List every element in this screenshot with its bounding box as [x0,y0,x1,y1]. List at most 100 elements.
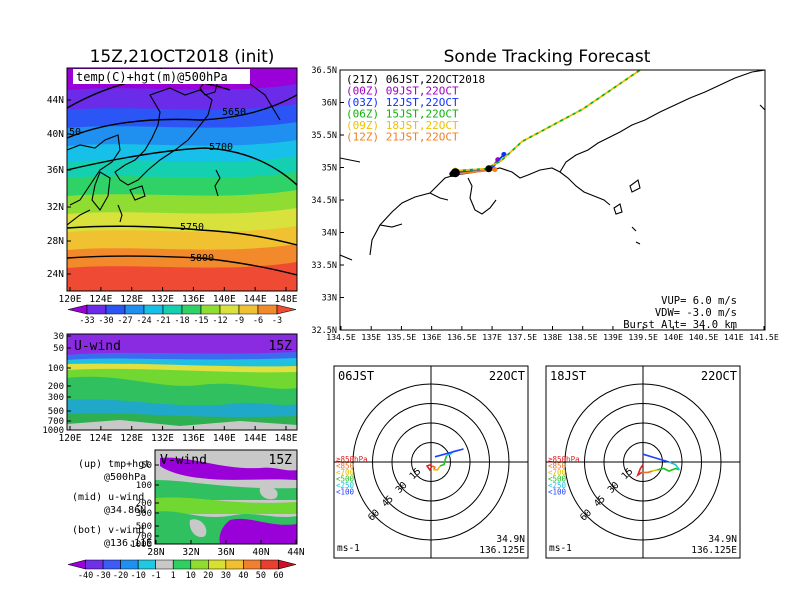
hodograph-18jst: 15304560≧850hPa<850<700<500<250<10018JST… [545,365,741,559]
y-tick-label: 50 [141,461,152,471]
x-tick-label: 128E [120,433,143,444]
y-tick-label: 44N [47,95,64,106]
panel3-label: V-wind [160,453,207,468]
contour-label-5800: 5800 [190,253,214,264]
panel1-y-ticks: 24N 28N 32N 36N 40N 44N [47,95,71,280]
y-tick-label: 36N [322,99,337,109]
colorbar-label: -18 [174,316,189,326]
pressure-legend-entry: <500 [548,475,567,484]
track-end-point [690,22,695,27]
colorbar-swatch [162,304,183,315]
y-tick-label: 300 [136,509,152,519]
colorbar-swatch [137,559,156,570]
hodograph-06jst: 15304560≧850hPa<850<700<500<250<10006JST… [333,365,529,559]
colorbar-label: 1 [171,571,176,581]
pressure-legend-entry: <500 [336,475,355,484]
panel3-time: 15Z [269,453,293,468]
y-tick-label: 700 [48,417,64,427]
y-tick-label: 1000 [42,426,64,436]
temp-band [67,208,297,236]
colorbar-swatch [243,559,262,570]
colorbar-wind: -40 -30 -20 -10 -1 1 10 20 30 40 50 60 [67,559,297,581]
x-tick-label: 144E [244,433,267,444]
hodograph-lat: 34.9N [708,534,737,545]
colorbar-swatch [200,304,221,315]
colorbar-swatch [257,304,278,315]
u-wind-field [67,334,297,430]
contour-label-5750: 5750 [180,222,204,233]
x-tick-label: 141.5E [749,332,779,342]
pressure-legend-entry: ≧850hPa [548,455,580,464]
pressure-legend-entry: <250 [336,481,355,490]
colorbar-label: -30 [95,571,110,581]
colorbar-label: -20 [113,571,128,581]
bottom-notes: (up) tmp+hgt @500hPa (mid) u-wind @34.86… [72,459,152,549]
y-tick-label: 34N [322,229,337,239]
panel4-y-ticks: 32.5N 33N 33.5N 34N 34.5N 35N 35.5N 36N 36.5N [311,66,344,336]
colorbar-swatch [276,304,297,315]
x-tick-label: 136E [182,433,205,444]
colorbar-swatch [105,304,126,315]
x-tick-label: 120E [59,294,82,305]
colorbar-label: -24 [136,316,151,326]
x-tick-label: 137.5E [507,332,537,342]
temp-band [67,140,297,166]
pressure-legend-entry: <850 [336,462,355,471]
landing-point [485,165,493,173]
legend-entry: (12Z) 21JST,22OCT [346,131,459,144]
colorbar-swatch [278,559,297,570]
x-tick-label: 28N [147,547,164,558]
temp-band [67,104,297,132]
colorbar-label: -15 [193,316,208,326]
temp-band [67,262,297,291]
colorbar-swatch [86,304,107,315]
sonde-params: VUP= 6.0 m/s VDW= -3.0 m/s Burst Alt= 34… [623,295,737,331]
y-tick-label: 40N [47,129,64,140]
colorbar-label: -33 [79,316,94,326]
colorbar-label: 50 [256,571,266,581]
temperature-field [67,68,297,291]
colorbar-label: -1 [151,571,161,581]
contour-labels: 5650 5700 5750 5800 50 [69,107,246,264]
colorbar-swatch [85,559,104,570]
colorbar-swatch [120,559,139,570]
legend-entry: (03Z) 12JST,22OCT [346,96,459,109]
v-top [155,450,297,459]
x-tick-label: 136E [182,294,205,305]
y-tick-label: 50 [53,344,64,354]
y-tick-label: 36N [47,165,64,176]
y-tick-label: 200 [48,382,64,392]
colorbar-label: 30 [221,571,231,581]
colorbar-swatch [102,559,121,570]
v-gray-patch [189,519,207,538]
panel2-time: 15Z [269,339,293,354]
colorbar-label: -27 [117,316,132,326]
x-tick-label: 135E [361,332,381,342]
y-tick-label: 1000 [130,540,152,550]
x-tick-label: 144E [244,294,267,305]
temp-band [67,84,297,114]
hodograph-unit: ms-1 [549,543,572,554]
pressure-legend-entry: <250 [548,481,567,490]
x-tick-label: 120E [59,433,82,444]
x-tick-label: 138E [543,332,563,342]
x-tick-label: 134.5E [326,332,356,342]
pressure-legend-entry: ≧850hPa [336,455,368,464]
x-tick-label: 132E [151,433,174,444]
hodograph-segment [636,464,644,478]
hodograph-ring [603,422,683,502]
colorbar-swatch [181,304,202,315]
note-up: (up) tmp+hgt [78,459,150,470]
hodograph-time: 06JST [338,369,374,383]
panel-u-wind: U-wind 15Z 120E 124E 128E 132E 136E 140E 144E 1… [42,332,297,444]
contour-label-5700: 5700 [209,142,233,153]
colorbar-swatch [67,559,86,570]
note-bot-lon: @136.11E [104,538,152,549]
y-tick-label: 33N [322,294,337,304]
hodograph-ring [564,383,722,541]
colorbar-swatch [260,559,279,570]
y-tick-label: 300 [48,393,64,403]
y-tick-label: 36.5N [311,66,337,76]
hodograph-segment [433,465,441,471]
u-band-gray [67,420,297,430]
